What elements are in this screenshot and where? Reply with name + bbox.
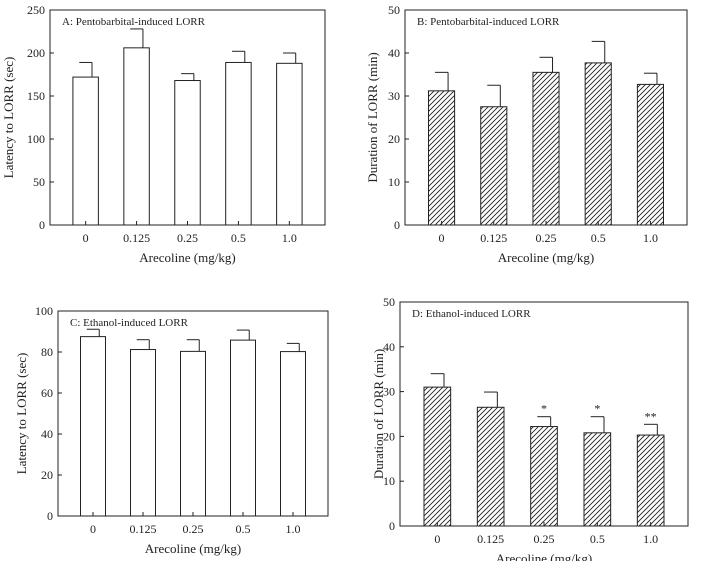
panel-d-ytick-label: 40 <box>383 340 395 354</box>
panel-d-ytick-label: 30 <box>383 385 395 399</box>
panel-b-ytick-label: 40 <box>388 46 400 60</box>
panel-d-xtick-label: 0 <box>434 532 440 546</box>
panel-d-y-axis-title: Duration of LORR (min) <box>371 349 386 479</box>
panel-a-x-axis-title: Arecoline (mg/kg) <box>139 250 235 265</box>
panel-c-ytick-label: 0 <box>47 509 53 523</box>
panel-b-bar <box>636 83 665 226</box>
panel-b-ytick-label: 50 <box>388 3 400 17</box>
panel-a-bar <box>225 61 252 226</box>
panel-a-xtick-label: 0.125 <box>123 231 150 245</box>
panel-d-title: D: Ethanol-induced LORR <box>412 308 531 320</box>
panel-a-bar <box>174 80 201 226</box>
panel-b-y-axis-title: Duration of LORR (min) <box>365 52 380 182</box>
panel-d-xtick-label: 0.125 <box>477 532 504 546</box>
panel-c-bar <box>280 351 306 517</box>
panel-b-bar <box>428 90 456 226</box>
panel-b-bar <box>532 71 560 226</box>
panel-a-ytick-label: 50 <box>33 175 45 189</box>
panel-d-bar <box>636 434 665 527</box>
panel-d-significance-marker: * <box>594 402 600 416</box>
panel-a-y-axis-title: Latency to LORR (sec) <box>1 57 16 179</box>
panel-b-xtick-label: 0.125 <box>480 231 507 245</box>
panel-b-ytick-label: 10 <box>388 175 400 189</box>
panel-c-y-axis-title: Latency to LORR (sec) <box>14 353 29 475</box>
panel-b-ytick-label: 0 <box>394 218 400 232</box>
panel-a-xtick-label: 0 <box>83 231 89 245</box>
panel-c-x-axis-title: Arecoline (mg/kg) <box>145 541 241 556</box>
panel-d-ytick-label: 20 <box>383 429 395 443</box>
panel-d-x-axis-title: Arecoline (mg/kg) <box>496 551 592 561</box>
panel-b-bar <box>480 106 508 226</box>
panel-b-chart: 0 10 20 30 40 50 0 0.125 0.25 0.5 1.0 B: Pentobarbi… <box>365 3 688 265</box>
panel-b-xtick-label: 0.5 <box>591 231 606 245</box>
panel-b-title: B: Pentobarbital-induced LORR <box>417 16 560 28</box>
panel-b-x-axis-title: Arecoline (mg/kg) <box>498 250 594 265</box>
panel-c-bar <box>130 349 156 517</box>
panel-d-chart: 0 10 20 30 40 50 0 0.125 0.25 * 0.5 * 1.0 ** D: Ethano… <box>371 295 689 561</box>
panel-d-ytick-label: 0 <box>389 519 395 533</box>
panel-a-bar <box>72 76 99 226</box>
panel-a-ytick-label: 250 <box>27 3 45 17</box>
panel-d-bar <box>423 386 452 527</box>
panel-c-bar <box>230 339 256 517</box>
panel-a-bar <box>123 47 150 226</box>
panel-c-ytick-label: 60 <box>41 386 53 400</box>
panel-d-bar <box>530 426 558 527</box>
panel-d-ytick-label: 50 <box>383 295 395 309</box>
panel-c-bar <box>80 336 106 517</box>
panel-a-xtick-label: 0.25 <box>177 231 198 245</box>
panel-d-bar <box>476 406 505 527</box>
panel-c-ytick-label: 20 <box>41 468 53 482</box>
panel-a-ytick-label: 100 <box>27 132 45 146</box>
panel-d-xtick-label: 0.25 <box>534 532 555 546</box>
panel-b-xtick-label: 1.0 <box>643 231 658 245</box>
panel-c-title: C: Ethanol-induced LORR <box>70 317 189 329</box>
panel-d-ytick-label: 10 <box>383 474 395 488</box>
panel-a-bar <box>276 62 303 226</box>
panel-c-ytick-label: 40 <box>41 427 53 441</box>
panel-b-bar <box>584 62 612 226</box>
panel-a-xtick-label: 1.0 <box>282 231 297 245</box>
panel-a-xtick-label: 0.5 <box>231 231 246 245</box>
panel-c-ytick-label: 80 <box>41 345 53 359</box>
panel-a-ytick-label: 0 <box>39 218 45 232</box>
panel-b-ytick-label: 30 <box>388 89 400 103</box>
panel-c-xtick-label: 0 <box>90 522 96 536</box>
panel-b-xtick-label: 0.25 <box>536 231 557 245</box>
panel-b-ytick-label: 20 <box>388 132 400 146</box>
panel-c-chart: 0 20 40 60 80 100 0 0.125 0.25 0.5 1.0 C: Ethanol-i… <box>14 304 329 556</box>
panel-a-title: A: Pentobarbital-induced LORR <box>62 16 206 28</box>
panel-c-xtick-label: 0.25 <box>183 522 204 536</box>
panel-d-xtick-label: 1.0 <box>643 532 658 546</box>
panel-c-xtick-label: 1.0 <box>286 522 301 536</box>
panel-c-xtick-label: 0.5 <box>236 522 251 536</box>
panel-c-bar <box>180 350 206 517</box>
panel-d-significance-marker: * <box>541 402 547 416</box>
panel-d-significance-marker: ** <box>645 409 657 423</box>
panel-d-bar <box>583 432 612 527</box>
panel-c-xtick-label: 0.125 <box>130 522 157 536</box>
panel-c-ytick-label: 100 <box>35 304 53 318</box>
panel-a-chart: 0 50 100 150 200 250 0 0.125 0.25 0.5 1.0 A: Pentob… <box>1 3 326 265</box>
panel-d-xtick-label: 0.5 <box>590 532 605 546</box>
panel-a-ytick-label: 150 <box>27 89 45 103</box>
panel-a-ytick-label: 200 <box>27 46 45 60</box>
panel-b-xtick-label: 0 <box>439 231 445 245</box>
